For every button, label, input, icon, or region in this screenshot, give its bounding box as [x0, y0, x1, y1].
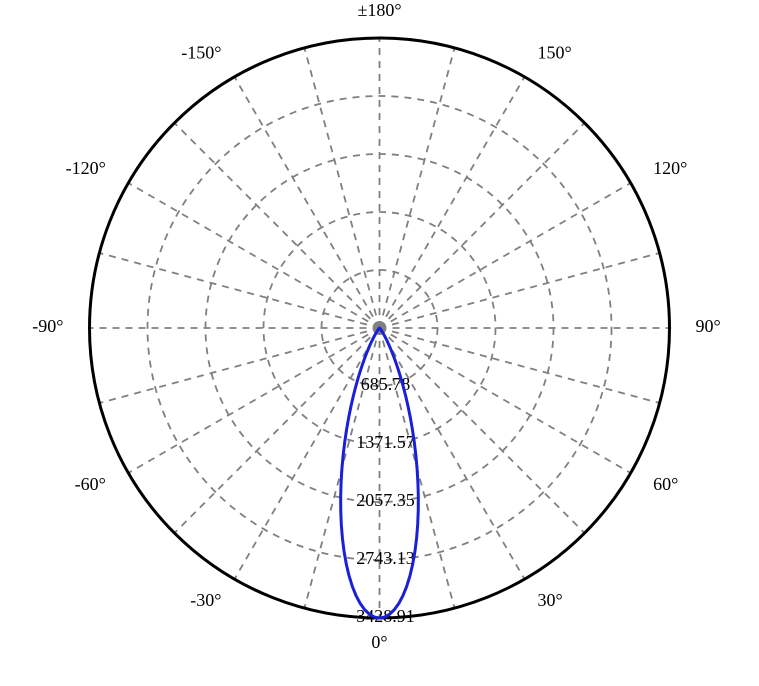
angle-label: 30° — [538, 590, 563, 610]
angle-label: -120° — [66, 158, 106, 178]
angle-label: 120° — [653, 158, 687, 178]
angle-label: 90° — [696, 316, 721, 336]
polar-chart: 685.781371.572057.352743.133428.910°30°6… — [0, 0, 759, 686]
angle-label: -150° — [181, 42, 221, 62]
angle-label: 60° — [653, 474, 678, 494]
angle-label: ±180° — [357, 0, 401, 20]
radial-label: 2743.13 — [356, 548, 415, 568]
angle-label: 0° — [371, 632, 387, 652]
angle-label: -30° — [190, 590, 221, 610]
angle-label: -90° — [32, 316, 63, 336]
angle-label: 150° — [538, 42, 572, 62]
radial-label: 1371.57 — [356, 432, 415, 452]
radial-label: 2057.35 — [356, 490, 415, 510]
angle-label: -60° — [75, 474, 106, 494]
